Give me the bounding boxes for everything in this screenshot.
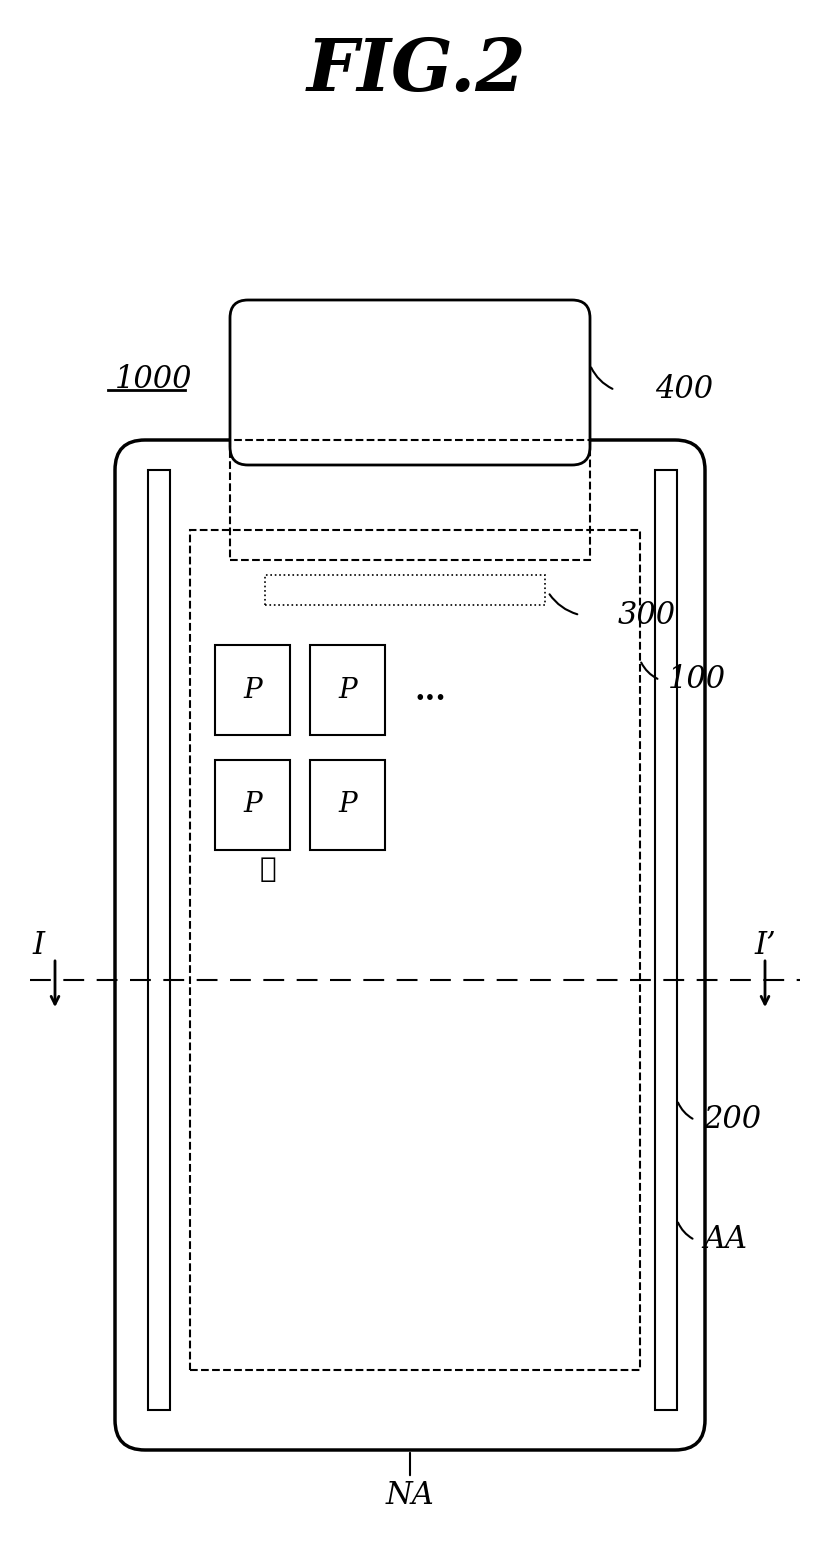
Bar [148, 469, 170, 1410]
Bar [655, 469, 677, 1410]
Text: 100: 100 [668, 664, 726, 695]
Bar [310, 645, 385, 735]
Bar [265, 574, 545, 605]
Text: 200: 200 [703, 1104, 761, 1135]
Text: P: P [338, 792, 357, 818]
Text: I’: I’ [754, 929, 776, 960]
Text: P: P [243, 792, 262, 818]
Bar [190, 530, 640, 1370]
Bar [230, 440, 590, 560]
Bar [310, 760, 385, 851]
Bar [215, 645, 290, 735]
Text: AA: AA [703, 1224, 747, 1255]
Text: ...: ... [414, 676, 446, 707]
Text: FIG.2: FIG.2 [306, 34, 526, 105]
Text: 1000: 1000 [115, 364, 192, 395]
Text: NA: NA [385, 1479, 434, 1510]
Text: 400: 400 [655, 375, 713, 406]
FancyBboxPatch shape [230, 300, 590, 465]
Bar [215, 760, 290, 851]
Text: 300: 300 [618, 599, 676, 630]
Text: ⋮: ⋮ [260, 857, 276, 883]
FancyBboxPatch shape [115, 440, 705, 1450]
Text: P: P [338, 676, 357, 704]
Text: I: I [32, 929, 44, 960]
Text: P: P [243, 676, 262, 704]
